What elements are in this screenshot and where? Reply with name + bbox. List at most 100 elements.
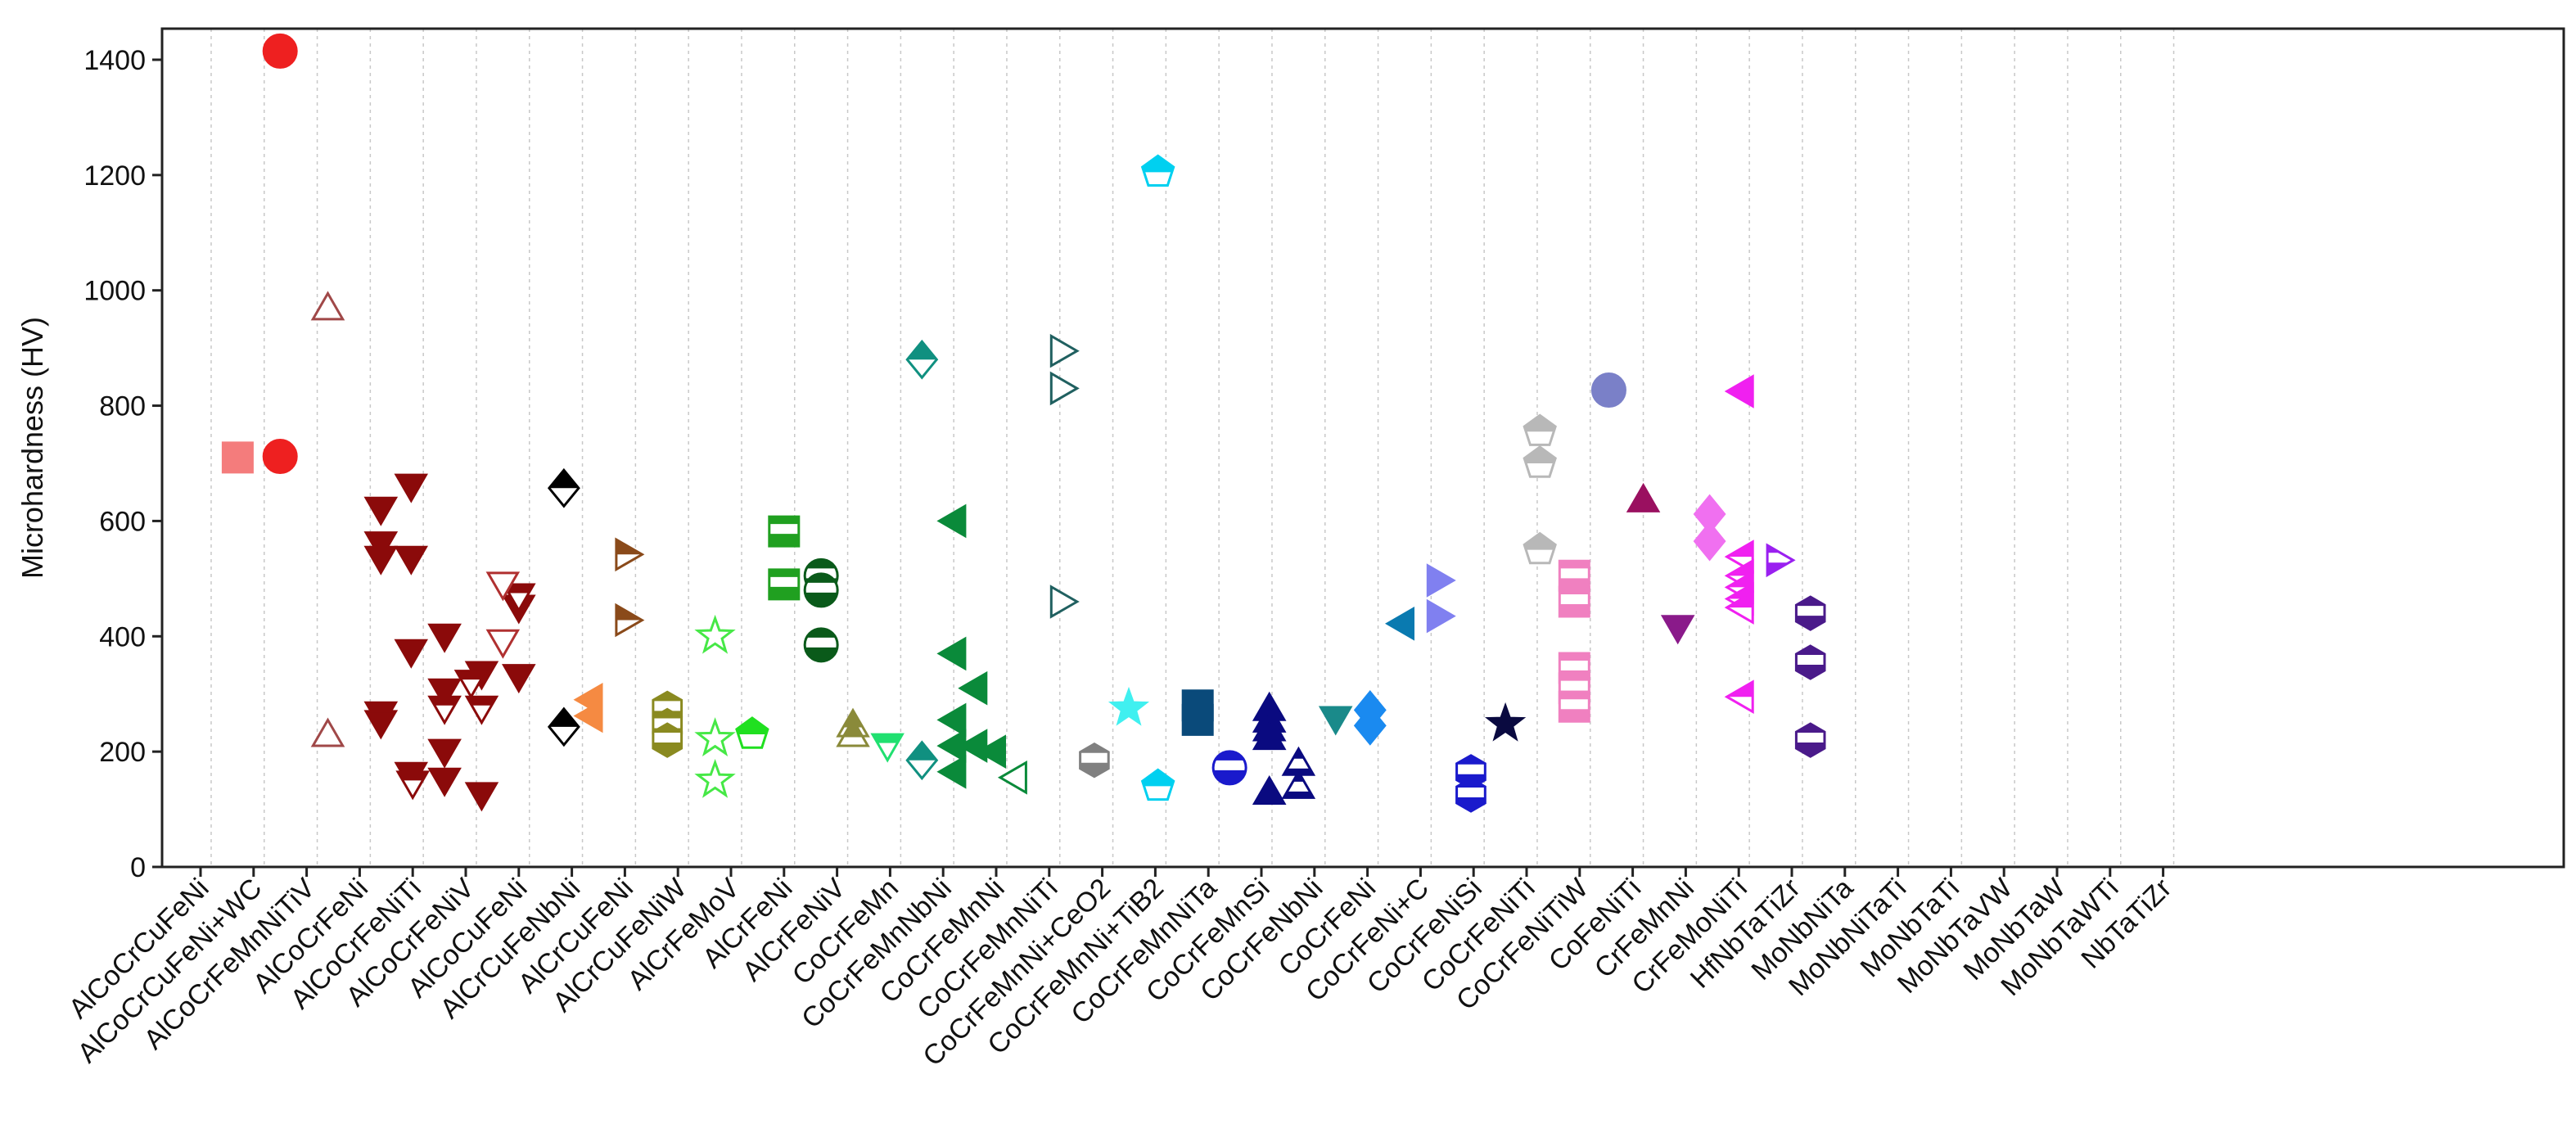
data-point-marker bbox=[958, 670, 988, 706]
data-point-marker bbox=[363, 531, 399, 562]
data-point-fill bbox=[1796, 597, 1825, 607]
series-group bbox=[573, 683, 603, 733]
data-point-marker bbox=[1049, 371, 1080, 406]
series-group bbox=[997, 761, 1027, 795]
series-group bbox=[395, 583, 536, 801]
series-group bbox=[652, 690, 683, 758]
series-group bbox=[1252, 691, 1287, 805]
data-point-fill bbox=[398, 771, 428, 781]
data-point-fill bbox=[456, 670, 486, 680]
data-point-fill bbox=[736, 718, 768, 735]
data-point-marker bbox=[573, 698, 603, 733]
data-point-fill bbox=[769, 586, 799, 599]
data-point-fill bbox=[616, 539, 643, 555]
data-point-marker bbox=[1108, 686, 1150, 726]
data-point-marker bbox=[694, 758, 736, 798]
y-axis: 0 200 400 600 800 1000 1200 1400 bbox=[83, 45, 162, 883]
data-point-fill bbox=[1524, 447, 1556, 463]
data-point-fill bbox=[806, 559, 837, 569]
data-point-fill bbox=[769, 534, 799, 547]
data-point-marker bbox=[1590, 372, 1626, 409]
series-group bbox=[221, 441, 254, 474]
data-point-marker bbox=[464, 782, 499, 812]
series-group bbox=[1484, 702, 1527, 742]
data-point-marker bbox=[427, 678, 462, 708]
data-point-fill bbox=[1456, 779, 1486, 788]
data-point-fill bbox=[1796, 724, 1825, 733]
data-point-fill bbox=[769, 517, 799, 525]
data-point-fill bbox=[616, 605, 643, 621]
y-tick-label: 1200 bbox=[83, 160, 146, 192]
y-tick-label: 800 bbox=[99, 391, 146, 422]
data-point-fill bbox=[806, 628, 837, 638]
series-group bbox=[936, 503, 1006, 789]
series-group bbox=[1140, 154, 1175, 801]
data-point-fill bbox=[1796, 646, 1825, 655]
series-group bbox=[768, 515, 801, 601]
data-point-fill bbox=[1796, 743, 1825, 757]
data-point-marker bbox=[485, 629, 521, 659]
data-point-marker bbox=[262, 33, 298, 69]
series-group bbox=[1426, 563, 1456, 634]
series-group bbox=[1558, 559, 1590, 723]
data-point-fill bbox=[1456, 755, 1486, 765]
y-tick-label: 1400 bbox=[83, 45, 146, 76]
data-point-fill bbox=[467, 697, 497, 706]
series-group bbox=[1281, 746, 1316, 799]
data-point-marker bbox=[221, 441, 254, 474]
series-group bbox=[1794, 595, 1826, 758]
series-group bbox=[363, 473, 536, 812]
data-point-marker bbox=[394, 545, 428, 576]
data-point-fill bbox=[1726, 592, 1753, 608]
series-group bbox=[1318, 706, 1353, 736]
series-group bbox=[1455, 754, 1487, 813]
series-group bbox=[615, 537, 645, 638]
data-point-marker bbox=[936, 503, 967, 539]
data-point-fill bbox=[907, 742, 937, 761]
series-group bbox=[1049, 333, 1080, 619]
data-point-marker bbox=[1049, 585, 1080, 619]
data-point-marker bbox=[502, 664, 536, 694]
data-point-marker bbox=[976, 734, 1006, 769]
data-point-fill bbox=[1796, 664, 1825, 679]
y-axis-title: Microhardness (HV) bbox=[16, 317, 49, 579]
data-point-fill bbox=[1726, 561, 1753, 576]
series-group bbox=[485, 571, 521, 659]
data-point-marker bbox=[427, 623, 462, 653]
data-point-marker bbox=[363, 496, 399, 526]
series-group bbox=[694, 614, 736, 798]
data-point-marker bbox=[936, 636, 967, 671]
data-point-marker bbox=[694, 717, 736, 757]
data-point-marker bbox=[1252, 720, 1287, 751]
series-group bbox=[870, 733, 905, 763]
data-point-fill bbox=[1559, 692, 1590, 700]
y-tick-label: 400 bbox=[99, 621, 146, 652]
series-group bbox=[262, 33, 298, 475]
data-point-marker bbox=[363, 545, 399, 576]
data-point-fill bbox=[1293, 748, 1305, 759]
series-group bbox=[803, 557, 839, 663]
data-point-marker bbox=[394, 639, 428, 669]
y-tick-label: 600 bbox=[99, 506, 146, 537]
data-point-fill bbox=[652, 692, 682, 702]
data-point-marker bbox=[1385, 607, 1414, 641]
x-axis: AlCoCrCuFeNiAlCoCrCuFeNi+WCAlCoCrFeMnNiT… bbox=[63, 867, 2177, 1072]
data-point-marker bbox=[1426, 563, 1456, 598]
data-point-marker bbox=[936, 702, 967, 738]
data-point-fill bbox=[1726, 682, 1753, 697]
data-point-fill bbox=[1142, 156, 1174, 173]
data-point-marker bbox=[1353, 706, 1387, 746]
series-group bbox=[1626, 482, 1661, 512]
data-point-fill bbox=[503, 585, 534, 594]
data-point-fill bbox=[805, 592, 837, 607]
data-point-fill bbox=[1559, 604, 1590, 616]
data-point-marker bbox=[694, 614, 736, 654]
data-point-marker bbox=[427, 738, 462, 769]
data-point-fill bbox=[1726, 572, 1753, 588]
data-point-marker bbox=[1626, 482, 1661, 512]
data-point-fill bbox=[805, 647, 837, 661]
data-point-fill bbox=[548, 708, 579, 727]
data-point-marker bbox=[1318, 706, 1353, 736]
series-group bbox=[905, 339, 939, 781]
series-group bbox=[1385, 607, 1414, 641]
